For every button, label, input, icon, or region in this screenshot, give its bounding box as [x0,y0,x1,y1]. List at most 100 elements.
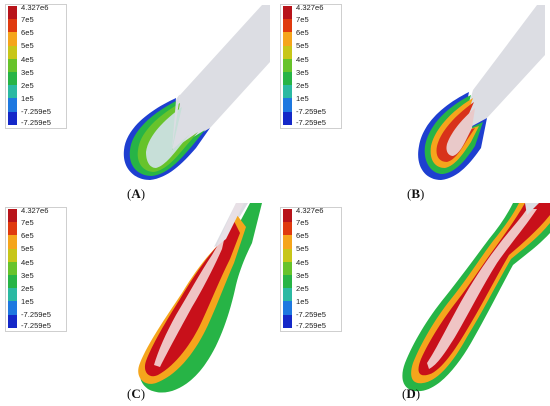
legend-tick-label: 5e5 [21,41,34,51]
legend-swatch [8,288,17,302]
legend-swatch [283,19,292,33]
legend-swatch [8,248,17,262]
legend-swatch [8,209,17,223]
panel-b: 4.327e6 7e5 6e5 5e5 4e5 3e5 2e5 1e5 -7.259e5 -7.2… [275,0,550,203]
legend-row: 1e5 [283,297,339,315]
legend-row: 5e5 [283,245,339,262]
legend-tick-label: -7.259e5 [296,310,326,320]
legend-swatch [283,261,292,275]
legend-row: -7.259e5 [283,311,339,328]
legend-row: 1e5 [8,95,64,112]
legend-row: 6e5 [8,28,64,46]
legend-tick-label: 7e5 [296,217,309,227]
legend-row: 4.327e6 [283,2,339,20]
legend-swatch [8,222,17,236]
legend-row: 4e5 [283,257,339,275]
legend-row: 6e5 [283,28,339,46]
legend-row: 1e5 [283,94,339,112]
legend-swatch [8,85,17,99]
legend-tick-label: 4.327e6 [21,205,49,215]
legend-tick-label: -7.259e5 [296,117,326,127]
legend-swatch [283,98,292,112]
legend-tick-label: 4.327e6 [296,205,324,215]
legend-row: 4e5 [283,55,339,72]
legend-tick-label: 1e5 [296,297,309,307]
legend-swatch [283,85,292,99]
legend-tick-label: 4.327e6 [296,2,324,12]
legend-tick-label: 6e5 [296,28,309,38]
legend-row: 7e5 [283,217,339,236]
legend-tick-label: -7.259e5 [21,107,51,117]
legend-swatch [283,111,292,125]
legend-swatch [283,248,292,262]
legend-swatch [8,45,17,59]
legend-tick-label: 3e5 [21,67,34,77]
panel-d: 4.327e6 7e5 6e5 5e5 4e5 3e5 2e5 1e5 -7.259e5 -7.2… [275,203,550,406]
panel-caption: (C) [127,386,146,401]
legend-row: 2e5 [283,80,339,99]
panel-a: 4.327e6 7e5 6e5 5e5 4e5 3e5 2e5 1e5 -7.259e5 -7.2… [0,0,275,203]
legend-tick-label: 4e5 [296,257,309,267]
legend-tick-label: 6e5 [21,231,34,241]
legend-swatch [283,6,292,20]
legend-tick-label: 6e5 [21,28,34,38]
legend-swatch [8,261,17,275]
legend-swatch [283,235,292,249]
legend-tick-label: -7.259e5 [21,320,51,330]
panel-caption: (B) [407,186,425,201]
legend-row: 2e5 [283,285,339,302]
legend-swatch [283,274,292,289]
legend-swatch [8,71,17,86]
legend-row: 5e5 [8,245,64,262]
legend-tick-label: 7e5 [296,14,309,24]
legend-row: 4.327e6 [283,205,339,223]
legend-tick-label: 5e5 [296,244,309,254]
legend-row: 6e5 [283,231,339,249]
legend-tick-label: 4.327e6 [21,2,49,12]
legend-tick-label: 3e5 [21,270,34,280]
legend-swatch [283,209,292,223]
legend-swatch [283,32,292,46]
legend-tick-label: 4e5 [21,54,34,64]
legend-swatch [8,6,17,20]
legend-row: -7.259e5 [283,108,339,125]
legend-swatch [283,222,292,236]
panel-caption: (D) [402,386,421,401]
legend-swatch [283,314,292,328]
legend-tick-label: 3e5 [296,67,309,77]
legend-swatch [8,19,17,33]
legend-row: 4.327e6 [8,205,64,223]
legend-tick-label: 2e5 [296,80,309,90]
legend-row: 3e5 [283,67,339,86]
legend-row: 2e5 [8,82,64,99]
legend-swatch [8,301,17,315]
legend-tick-label: 1e5 [296,94,309,104]
color-legend: 4.327e6 7e5 6e5 5e5 4e5 3e5 2e5 1e5 -7.259e5 -7.2… [5,2,67,130]
stress-contour-d [402,203,550,392]
legend-tick-label: 3e5 [296,270,309,280]
color-legend: 4.327e6 7e5 6e5 5e5 4e5 3e5 2e5 1e5 -7.259e5 -7.2… [280,205,342,333]
legend-swatch [283,288,292,302]
legend-row: 4e5 [8,257,64,275]
legend-swatch [283,45,292,59]
legend-row: 7e5 [283,14,339,33]
legend-tick-label: 2e5 [21,283,34,293]
legend-row: 7e5 [8,14,64,33]
legend-row: -7.259e5 [8,108,64,125]
legend-row: 5e5 [283,42,339,59]
legend-tick-label: -7.259e5 [21,117,51,127]
color-legend: 4.327e6 7e5 6e5 5e5 4e5 3e5 2e5 1e5 -7.259e5 -7.2… [280,2,342,130]
panel-c: 4.327e6 7e5 6e5 5e5 4e5 3e5 2e5 1e5 -7.259e5 -7.2… [0,203,275,406]
legend-tick-label: 5e5 [21,244,34,254]
color-legend: 4.327e6 7e5 6e5 5e5 4e5 3e5 2e5 1e5 -7.259e5 -7.2… [5,205,67,333]
legend-row: 2e5 [8,283,64,302]
legend-swatch [8,58,17,72]
legend-tick-label: 4e5 [21,257,34,267]
stress-contour-a [123,5,270,180]
legend-tick-label: 6e5 [296,231,309,241]
legend-row: -7.259e5 [8,311,64,328]
legend-tick-label: -7.259e5 [296,107,326,117]
legend-tick-label: 7e5 [21,14,34,24]
legend-row: 3e5 [8,270,64,289]
